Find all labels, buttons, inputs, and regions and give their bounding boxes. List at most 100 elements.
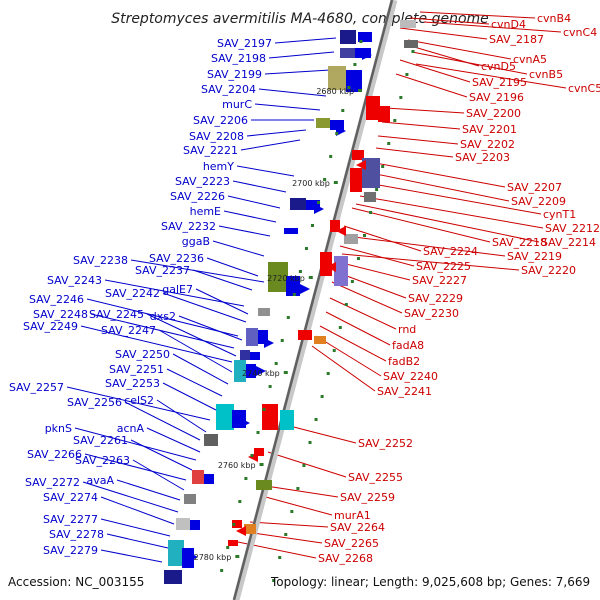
gene-label-reverse[interactable]: SAV_2259 bbox=[340, 491, 395, 504]
gene-block[interactable] bbox=[256, 480, 272, 490]
gene-block[interactable] bbox=[364, 192, 376, 202]
gene-label-reverse[interactable]: SAV_2225 bbox=[416, 260, 471, 273]
gene-block[interactable] bbox=[316, 118, 330, 128]
gene-block[interactable] bbox=[164, 570, 182, 584]
gene-label-forward[interactable]: SAV_2278 bbox=[49, 528, 104, 541]
gene-label-reverse[interactable]: cvnC5 bbox=[568, 82, 600, 95]
gene-block[interactable] bbox=[284, 228, 298, 234]
gene-block[interactable] bbox=[328, 66, 346, 90]
gene-label-reverse[interactable]: SAV_2214 bbox=[541, 236, 596, 249]
gene-label-reverse[interactable]: cvnD5 bbox=[481, 60, 516, 73]
gene-label-reverse[interactable]: SAV_2241 bbox=[377, 385, 432, 398]
gene-label-forward[interactable]: celS2 bbox=[124, 394, 154, 407]
gene-label-forward[interactable]: SAV_2221 bbox=[183, 144, 238, 157]
gene-label-forward[interactable]: SAV_2251 bbox=[109, 363, 164, 376]
gene-block[interactable] bbox=[244, 524, 256, 534]
gene-label-forward[interactable]: SAV_2198 bbox=[211, 52, 266, 65]
gene-block[interactable] bbox=[258, 308, 270, 316]
gene-label-forward[interactable]: murC bbox=[222, 98, 252, 111]
gene-label-forward[interactable]: SAV_2243 bbox=[47, 274, 102, 287]
gene-label-forward[interactable]: SAV_2226 bbox=[170, 190, 225, 203]
gene-block[interactable] bbox=[340, 30, 356, 44]
gene-label-forward[interactable]: SAV_2250 bbox=[115, 348, 170, 361]
gene-label-reverse[interactable]: SAV_2209 bbox=[511, 195, 566, 208]
gene-label-reverse[interactable]: SAV_2219 bbox=[507, 250, 562, 263]
gene-label-reverse[interactable]: SAV_2202 bbox=[460, 138, 515, 151]
gene-label-reverse[interactable]: cynT1 bbox=[543, 208, 576, 221]
gene-block[interactable] bbox=[168, 540, 184, 566]
gene-label-reverse[interactable]: fadB2 bbox=[388, 355, 420, 368]
gene-block[interactable] bbox=[344, 234, 358, 244]
gene-block[interactable] bbox=[306, 200, 320, 210]
gene-block[interactable] bbox=[240, 350, 250, 360]
gene-label-reverse[interactable]: SAV_2195 bbox=[472, 76, 527, 89]
gene-block[interactable] bbox=[280, 410, 294, 430]
gene-label-reverse[interactable]: SAV_2230 bbox=[404, 307, 459, 320]
gene-block[interactable] bbox=[234, 360, 246, 382]
gene-label-forward[interactable]: SAV_2204 bbox=[201, 83, 256, 96]
gene-block[interactable] bbox=[216, 404, 234, 430]
gene-label-forward[interactable]: SAV_2238 bbox=[73, 254, 128, 267]
gene-label-forward[interactable]: avaA bbox=[86, 474, 114, 487]
gene-label-forward[interactable]: SAV_2253 bbox=[105, 377, 160, 390]
gene-block[interactable] bbox=[184, 494, 196, 504]
gene-label-reverse[interactable]: SAV_2268 bbox=[318, 552, 373, 565]
gene-block[interactable] bbox=[246, 328, 258, 346]
gene-label-reverse[interactable]: SAV_2187 bbox=[489, 33, 544, 46]
gene-label-forward[interactable]: SAV_2266 bbox=[27, 448, 82, 461]
gene-label-reverse[interactable]: rnd bbox=[398, 323, 416, 336]
gene-label-forward[interactable]: SAV_2257 bbox=[9, 381, 64, 394]
gene-block[interactable] bbox=[334, 256, 348, 286]
gene-block[interactable] bbox=[204, 474, 214, 484]
gene-label-reverse[interactable]: SAV_2203 bbox=[455, 151, 510, 164]
gene-label-forward[interactable]: SAV_2279 bbox=[43, 544, 98, 557]
gene-label-forward[interactable]: SAV_2199 bbox=[207, 68, 262, 81]
gene-block[interactable] bbox=[340, 48, 356, 58]
gene-block[interactable] bbox=[228, 540, 238, 546]
gene-label-forward[interactable]: SAV_2206 bbox=[193, 114, 248, 127]
gene-label-reverse[interactable]: SAV_2196 bbox=[469, 91, 524, 104]
gene-label-reverse[interactable]: SAV_2220 bbox=[521, 264, 576, 277]
gene-label-reverse[interactable]: SAV_2201 bbox=[462, 123, 517, 136]
gene-label-forward[interactable]: dxs2 bbox=[150, 310, 176, 323]
gene-label-reverse[interactable]: SAV_2252 bbox=[358, 437, 413, 450]
gene-label-reverse[interactable]: fadA8 bbox=[392, 339, 424, 352]
gene-label-forward[interactable]: SAV_2274 bbox=[43, 491, 98, 504]
gene-block[interactable] bbox=[176, 518, 190, 530]
gene-label-forward[interactable]: acnA bbox=[117, 422, 145, 435]
gene-block[interactable] bbox=[320, 252, 332, 276]
gene-label-reverse[interactable]: SAV_2229 bbox=[408, 292, 463, 305]
gene-label-reverse[interactable]: murA1 bbox=[334, 509, 371, 522]
gene-label-reverse[interactable]: SAV_2200 bbox=[466, 107, 521, 120]
gene-block[interactable] bbox=[362, 158, 380, 188]
gene-label-forward[interactable]: galE7 bbox=[162, 283, 193, 296]
gene-label-forward[interactable]: SAV_2272 bbox=[25, 476, 80, 489]
gene-label-reverse[interactable]: cvnA5 bbox=[513, 53, 547, 66]
gene-label-reverse[interactable]: cvnD4 bbox=[491, 18, 526, 31]
gene-block[interactable] bbox=[298, 330, 312, 340]
gene-label-forward[interactable]: SAV_2197 bbox=[217, 37, 272, 50]
gene-label-forward[interactable]: SAV_2247 bbox=[101, 324, 156, 337]
gene-label-forward[interactable]: pknS bbox=[45, 422, 72, 435]
gene-label-reverse[interactable]: SAV_2207 bbox=[507, 181, 562, 194]
gene-label-reverse[interactable]: SAV_2212 bbox=[545, 222, 600, 235]
gene-label-reverse[interactable]: SAV_2224 bbox=[423, 245, 478, 258]
gene-block[interactable] bbox=[246, 364, 256, 378]
gene-block[interactable] bbox=[358, 32, 372, 42]
gene-label-forward[interactable]: SAV_2236 bbox=[149, 252, 204, 265]
gene-label-reverse[interactable]: SAV_2218 bbox=[492, 236, 547, 249]
gene-label-reverse[interactable]: cvnB4 bbox=[537, 12, 571, 25]
gene-label-forward[interactable]: SAV_2277 bbox=[43, 513, 98, 526]
gene-label-reverse[interactable]: SAV_2240 bbox=[383, 370, 438, 383]
gene-label-forward[interactable]: SAV_2263 bbox=[75, 454, 130, 467]
gene-block[interactable] bbox=[268, 262, 288, 292]
gene-label-forward[interactable]: SAV_2237 bbox=[135, 264, 190, 277]
gene-block[interactable] bbox=[254, 448, 264, 456]
gene-label-forward[interactable]: SAV_2232 bbox=[161, 220, 216, 233]
gene-block[interactable] bbox=[250, 352, 260, 360]
gene-label-forward[interactable]: SAV_2256 bbox=[67, 396, 122, 409]
gene-block[interactable] bbox=[290, 198, 306, 210]
gene-block[interactable] bbox=[330, 120, 344, 130]
gene-block[interactable] bbox=[352, 150, 364, 160]
gene-label-forward[interactable]: SAV_2208 bbox=[189, 130, 244, 143]
